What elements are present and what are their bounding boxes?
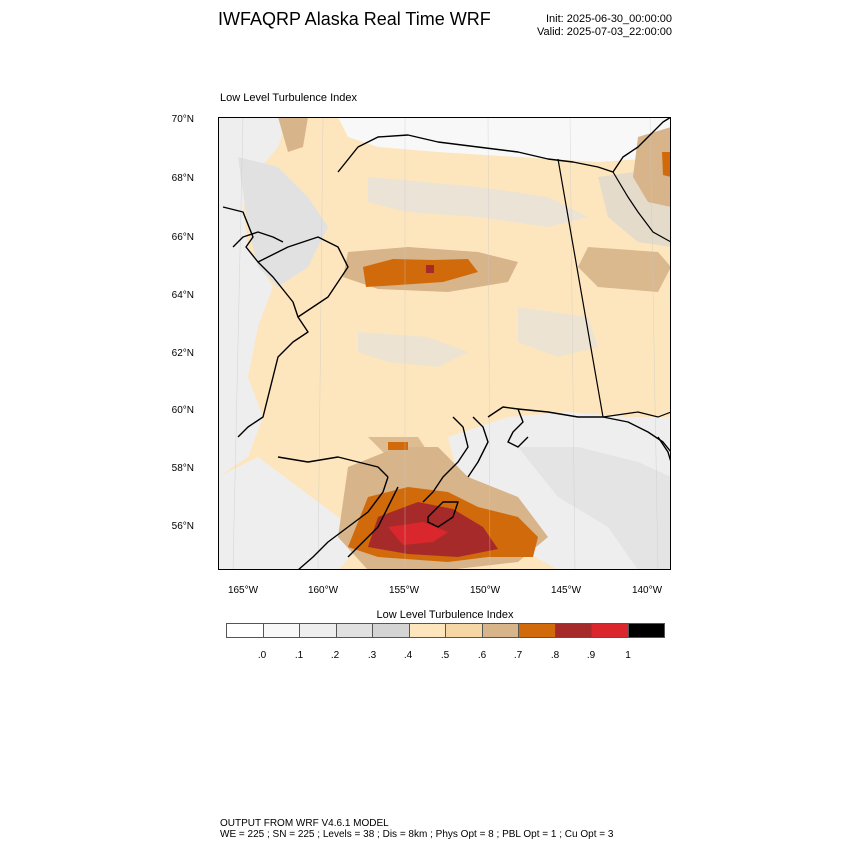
lon-label-165w: 165°W — [227, 585, 259, 596]
tan-band-north — [278, 117, 308, 152]
norton-sound-low-region — [238, 157, 328, 287]
colorbar-box — [335, 623, 372, 638]
colorbar-title: Low Level Turbulence Index — [376, 609, 514, 621]
lon-label-150w: 150°W — [469, 585, 501, 596]
arctic-coastline — [337, 117, 671, 173]
model-info-line-2: WE = 225 ; SN = 225 ; Levels = 38 ; Dis … — [220, 829, 614, 840]
lat-label-70n: 70°N — [171, 114, 194, 125]
cook-inlet-coast — [422, 416, 469, 503]
colorbar-label: .5 — [440, 650, 450, 661]
interior-grey-patch-3 — [518, 307, 598, 357]
seward-peninsula — [232, 231, 284, 248]
graticule — [232, 117, 659, 570]
colorbar-label: .7 — [513, 650, 523, 661]
prince-william-sound — [487, 406, 529, 448]
colorbar-label: .4 — [403, 650, 413, 661]
gulf-grey-band — [518, 447, 671, 570]
valid-time-label: Valid: 2025-07-03_22:00:00 — [537, 26, 672, 38]
init-time-label: Init: 2025-06-30_00:00:00 — [546, 13, 672, 25]
tan-band-northeast — [633, 127, 671, 207]
lon-label-145w: 145°W — [550, 585, 582, 596]
lat-label-64n: 64°N — [171, 290, 194, 301]
map-title: Low Level Turbulence Index — [220, 92, 357, 104]
colorbar-box — [226, 623, 263, 638]
norton-sound — [257, 236, 349, 318]
arctic-coast-low-region — [338, 117, 671, 162]
plot-title: IWFAQRP Alaska Real Time WRF — [218, 9, 491, 29]
colorbar-box — [372, 623, 409, 638]
lat-label-58n: 58°N — [171, 463, 194, 474]
alaska-peninsula-coast — [297, 476, 389, 570]
lon-label-140w: 140°W — [631, 585, 663, 596]
colorbar-box — [554, 623, 591, 638]
colorbar-label: .0 — [257, 650, 267, 661]
colorbar-label: .3 — [367, 650, 377, 661]
lat-label-56n: 56°N — [171, 521, 194, 532]
dark-red-fleck-interior — [426, 265, 434, 273]
south-west-ocean-low-region — [218, 457, 368, 570]
colorbar-box — [627, 623, 665, 638]
colorbar-box — [262, 623, 299, 638]
colorbar-box — [445, 623, 482, 638]
lon-label-155w: 155°W — [388, 585, 420, 596]
kodiak-island — [427, 501, 459, 528]
map-border — [218, 117, 671, 570]
west-coastline — [222, 206, 309, 438]
orange-region-interior — [363, 259, 478, 287]
colorbar-label: .9 — [586, 650, 596, 661]
colorbar-label: 1 — [625, 650, 631, 661]
colorbar-box — [518, 623, 555, 638]
colorbar-label: .6 — [477, 650, 487, 661]
interior-grey-patch — [368, 177, 588, 227]
colorbar-box — [299, 623, 336, 638]
interior-grey-patch-2 — [358, 332, 468, 367]
tan-region-east — [578, 247, 671, 292]
red-region-peninsula — [388, 522, 448, 545]
colorbar-label: .2 — [330, 650, 340, 661]
lat-label-68n: 68°N — [171, 173, 194, 184]
colorbar-label: .1 — [294, 650, 304, 661]
orange-fleck-bristol — [388, 442, 408, 450]
orange-fleck-northeast — [662, 152, 671, 177]
colorbar-label: .8 — [550, 650, 560, 661]
colorbar-box — [591, 623, 628, 638]
colorbar — [226, 623, 665, 638]
lat-label-62n: 62°N — [171, 348, 194, 359]
colorbar-box — [408, 623, 445, 638]
model-info-line-1: OUTPUT FROM WRF V4.6.1 MODEL — [220, 818, 389, 829]
coastline — [222, 117, 671, 570]
lon-label-160w: 160°W — [307, 585, 339, 596]
bristol-bay-coast — [277, 456, 389, 478]
alaska-peninsula-south — [347, 486, 399, 558]
turbulence-map — [218, 117, 671, 570]
colorbar-box — [481, 623, 518, 638]
lat-label-60n: 60°N — [171, 405, 194, 416]
kenai-coast — [467, 416, 489, 478]
bering-sea-low-region — [218, 117, 288, 477]
canada-border — [557, 158, 671, 418]
lat-label-66n: 66°N — [171, 232, 194, 243]
